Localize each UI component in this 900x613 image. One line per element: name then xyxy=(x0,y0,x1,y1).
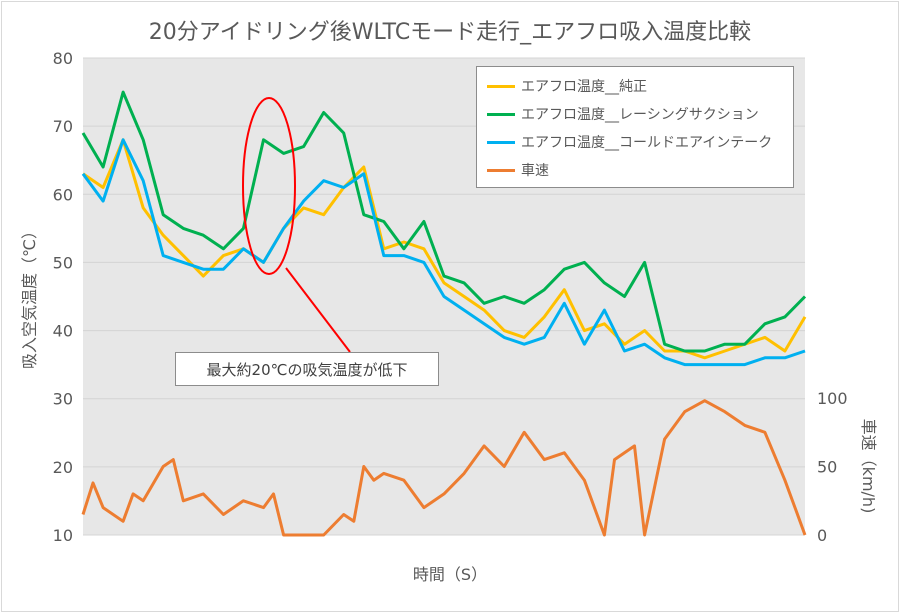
annotation-pointer xyxy=(285,267,351,353)
legend-label: 車速 xyxy=(521,163,549,179)
annotation-callout: 最大約20℃の吸気温度が低下 xyxy=(175,352,439,386)
legend-label: エアフロ温度__純正 xyxy=(521,79,647,95)
legend-label: エアフロ温度__コールドエアインテーク xyxy=(521,135,773,151)
y-tick-label: 60 xyxy=(53,185,73,204)
y-tick-label: 50 xyxy=(53,253,73,272)
legend-item: エアフロ温度__純正 xyxy=(487,73,793,99)
legend-item: 車速 xyxy=(487,157,793,183)
annotation-ellipse xyxy=(242,97,296,275)
y-tick-label: 80 xyxy=(53,49,73,68)
x-axis-label: 時間（S） xyxy=(412,565,488,584)
legend-item: エアフロ温度__レーシングサクション xyxy=(487,101,793,127)
y-tick-label: 20 xyxy=(53,458,73,477)
y2-tick-label: 0 xyxy=(817,526,827,545)
legend-swatch xyxy=(487,84,515,88)
legend-item: エアフロ温度__コールドエアインテーク xyxy=(487,129,793,155)
series-line-3 xyxy=(81,138,806,367)
y-tick-label: 30 xyxy=(53,390,73,409)
y-axis-label: 吸入空気温度（℃） xyxy=(20,223,39,369)
chart-title: 20分アイドリング後WLTCモード走行_エアフロ吸入温度比較 xyxy=(148,20,752,45)
y2-tick-label: 50 xyxy=(817,458,837,477)
y-tick-label: 40 xyxy=(53,322,73,341)
y-tick-label: 70 xyxy=(53,117,73,136)
series-line-2 xyxy=(81,90,807,353)
y2-axis-label: 車速（km/h) xyxy=(859,418,878,514)
legend-swatch xyxy=(487,140,515,144)
legend-swatch xyxy=(487,168,515,172)
legend: エアフロ温度__純正 エアフロ温度__レーシングサクション エアフロ温度__コー… xyxy=(476,66,794,188)
series-line-4 xyxy=(81,399,807,537)
legend-swatch xyxy=(487,112,515,116)
y2-tick-label: 100 xyxy=(817,389,848,408)
y-tick-label: 10 xyxy=(53,526,73,545)
legend-label: エアフロ温度__レーシングサクション xyxy=(521,107,759,123)
